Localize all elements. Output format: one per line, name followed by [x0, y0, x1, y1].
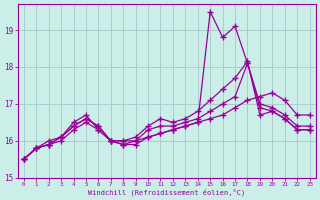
X-axis label: Windchill (Refroidissement éolien,°C): Windchill (Refroidissement éolien,°C)	[88, 188, 245, 196]
